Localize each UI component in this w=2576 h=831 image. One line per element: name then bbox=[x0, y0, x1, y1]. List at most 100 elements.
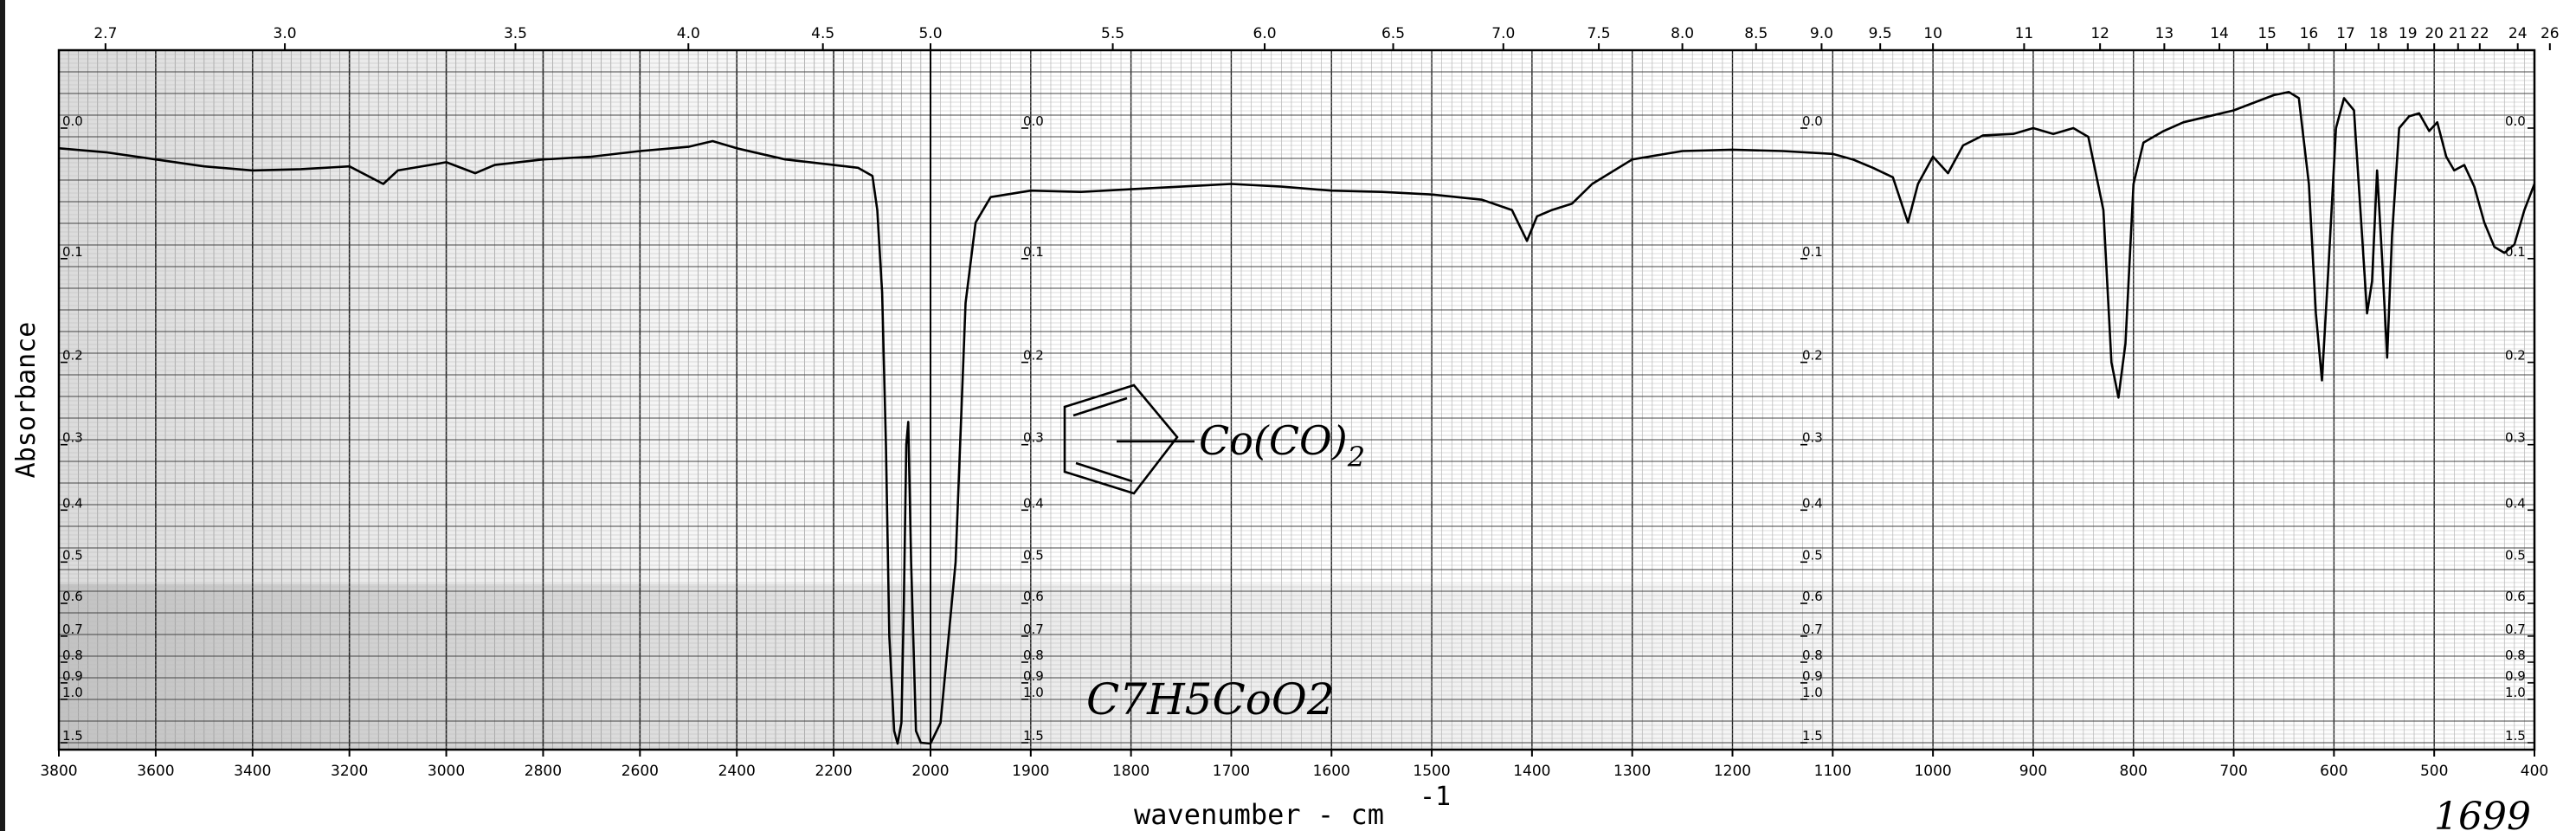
wavenumber-tick-label: 2200 bbox=[815, 763, 852, 780]
absorbance-scales: 0.00.10.20.30.40.50.60.70.80.91.01.50.00… bbox=[61, 113, 2534, 744]
absorbance-tick-label: 1.5 bbox=[2505, 728, 2526, 744]
wavelength-tick-label: 4.0 bbox=[677, 25, 700, 42]
absorbance-tick-label: 0.9 bbox=[62, 668, 83, 684]
absorbance-tick-label: 1.5 bbox=[1802, 728, 1823, 744]
wavenumber-tick-label: 1100 bbox=[1814, 763, 1852, 780]
chart-grid bbox=[58, 49, 2535, 750]
wavenumber-tick-label: 3000 bbox=[428, 763, 465, 780]
wavenumber-tick-label: 1600 bbox=[1313, 763, 1350, 780]
wavelength-tick-label: 5.5 bbox=[1101, 25, 1124, 42]
wavelength-tick-label: 7.0 bbox=[1491, 25, 1515, 42]
absorbance-tick-label: 0.5 bbox=[2505, 547, 2526, 563]
wavenumber-tick-label: 1300 bbox=[1613, 763, 1651, 780]
absorbance-tick-label: 0.7 bbox=[62, 622, 83, 637]
wavenumber-tick-label: 3400 bbox=[234, 763, 271, 780]
wavelength-tick-label: 8.5 bbox=[1744, 25, 1768, 42]
page-number: 1699 bbox=[2434, 795, 2531, 831]
absorbance-tick-label: 0.5 bbox=[62, 547, 83, 563]
wavenumber-tick-label: 500 bbox=[2420, 763, 2448, 780]
absorbance-tick-label: 0.1 bbox=[2505, 244, 2526, 260]
absorbance-tick-label: 0.0 bbox=[2505, 113, 2526, 129]
absorbance-tick-label: 0.7 bbox=[1023, 622, 1044, 637]
wavenumber-tick-label: 1900 bbox=[1012, 763, 1049, 780]
y-axis-title: Absorbance bbox=[11, 322, 42, 479]
wavelength-axis: 2.7 3.0 3.5 4.0 4.5 5.0 5.5 6.0 6.5 7.0 7.5 8.0 8.5 9… bbox=[93, 25, 2560, 50]
absorbance-tick-label: 1.5 bbox=[62, 728, 83, 744]
wavenumber-tick-label: 2000 bbox=[911, 763, 949, 780]
absorbance-tick-label: 0.0 bbox=[1802, 113, 1823, 129]
left-binding-edge bbox=[0, 0, 5, 831]
absorbance-tick-label: 0.0 bbox=[62, 113, 83, 129]
absorbance-tick-label: 0.7 bbox=[1802, 622, 1823, 637]
absorbance-tick-label: 0.1 bbox=[1023, 244, 1044, 260]
wavelength-tick-label: 19 bbox=[2399, 25, 2418, 42]
wavelength-tick-label: 11 bbox=[2015, 25, 2034, 42]
absorbance-tick-label: 0.0 bbox=[1023, 113, 1044, 129]
absorbance-tick-label: 0.9 bbox=[2505, 668, 2526, 684]
absorbance-tick-label: 0.4 bbox=[1023, 495, 1044, 511]
wavelength-tick-label: 14 bbox=[2210, 25, 2229, 42]
absorbance-tick-label: 0.1 bbox=[62, 244, 83, 260]
wavelength-tick-label: 13 bbox=[2155, 25, 2174, 42]
absorbance-tick-label: 1.0 bbox=[62, 685, 83, 700]
absorbance-tick-label: 0.2 bbox=[62, 348, 83, 364]
absorbance-tick-label: 0.7 bbox=[2505, 622, 2526, 637]
wavenumber-tick-label: 1700 bbox=[1213, 763, 1250, 780]
wavelength-tick-label: 3.5 bbox=[504, 25, 527, 42]
absorbance-tick-label: 0.2 bbox=[1023, 348, 1044, 364]
wavelength-tick-label: 17 bbox=[2336, 25, 2355, 42]
wavenumber-tick-label: 3600 bbox=[137, 763, 174, 780]
wavelength-tick-label: 9.0 bbox=[1810, 25, 1833, 42]
absorbance-tick-label: 0.6 bbox=[62, 589, 83, 604]
absorbance-tick-label: 0.6 bbox=[2505, 589, 2526, 604]
wavelength-tick-label: 7.5 bbox=[1587, 25, 1611, 42]
absorbance-tick-label: 0.3 bbox=[2505, 430, 2526, 446]
absorbance-tick-label: 0.9 bbox=[1023, 668, 1044, 684]
absorbance-tick-label: 0.3 bbox=[1802, 430, 1823, 446]
wavenumber-tick-label: 1500 bbox=[1413, 763, 1450, 780]
wavelength-tick-label: 5.0 bbox=[918, 25, 942, 42]
wavenumber-tick-label: 700 bbox=[2219, 763, 2247, 780]
absorbance-tick-label: 0.4 bbox=[62, 495, 83, 511]
wavelength-tick-label: 26 bbox=[2541, 25, 2560, 42]
wavelength-tick-label: 4.5 bbox=[811, 25, 834, 42]
absorbance-tick-label: 1.0 bbox=[1802, 685, 1823, 700]
wavelength-tick-label: 3.0 bbox=[274, 25, 297, 42]
absorbance-tick-label: 1.0 bbox=[2505, 685, 2526, 700]
spectrum-line bbox=[58, 91, 2536, 745]
absorbance-tick-label: 0.9 bbox=[1802, 668, 1823, 684]
structure-label: Co(CO)2 bbox=[1199, 417, 1365, 473]
wavelength-tick-label: 12 bbox=[2090, 25, 2109, 42]
absorbance-tick-label: 0.2 bbox=[1802, 348, 1823, 364]
wavenumber-tick-label: 400 bbox=[2521, 763, 2548, 780]
absorbance-tick-label: 0.5 bbox=[1023, 547, 1044, 563]
wavenumber-tick-label: 1200 bbox=[1714, 763, 1751, 780]
wavenumber-tick-label: 1000 bbox=[1914, 763, 1951, 780]
wavenumber-tick-label: 2400 bbox=[718, 763, 756, 780]
cyclopentadienyl-structure-drawing bbox=[1063, 383, 1195, 495]
absorbance-tick-label: 0.8 bbox=[1023, 647, 1044, 663]
absorbance-tick-label: 1.0 bbox=[1023, 685, 1044, 700]
absorbance-tick-label: 0.4 bbox=[1802, 495, 1823, 511]
wavenumber-tick-label: 600 bbox=[2320, 763, 2347, 780]
wavelength-tick-label: 24 bbox=[2508, 25, 2528, 42]
absorbance-tick-label: 0.6 bbox=[1802, 589, 1823, 604]
wavelength-tick-label: 6.0 bbox=[1253, 25, 1277, 42]
wavenumber-axis: 3800 3600 3400 3200 3000 2800 2600 2400 2200 2000… bbox=[40, 750, 2548, 780]
wavelength-tick-label: 10 bbox=[1923, 25, 1942, 42]
absorbance-tick-label: 0.8 bbox=[62, 647, 83, 663]
absorbance-tick-label: 0.8 bbox=[1802, 647, 1823, 663]
wavelength-tick-label: 6.5 bbox=[1381, 25, 1405, 42]
wavelength-tick-label: 2.7 bbox=[93, 25, 117, 42]
wavenumber-tick-label: 1800 bbox=[1112, 763, 1150, 780]
absorbance-tick-label: 0.2 bbox=[2505, 348, 2526, 364]
wavelength-tick-label: 15 bbox=[2257, 25, 2277, 42]
wavelength-tick-label: 16 bbox=[2300, 25, 2319, 42]
absorbance-tick-label: 0.8 bbox=[2505, 647, 2526, 663]
wavelength-tick-label: 22 bbox=[2470, 25, 2489, 42]
plot-frame bbox=[57, 48, 2536, 751]
wavenumber-tick-label: 3800 bbox=[40, 763, 77, 780]
wavelength-tick-label: 8.0 bbox=[1671, 25, 1694, 42]
wavenumber-tick-label: 3200 bbox=[331, 763, 368, 780]
